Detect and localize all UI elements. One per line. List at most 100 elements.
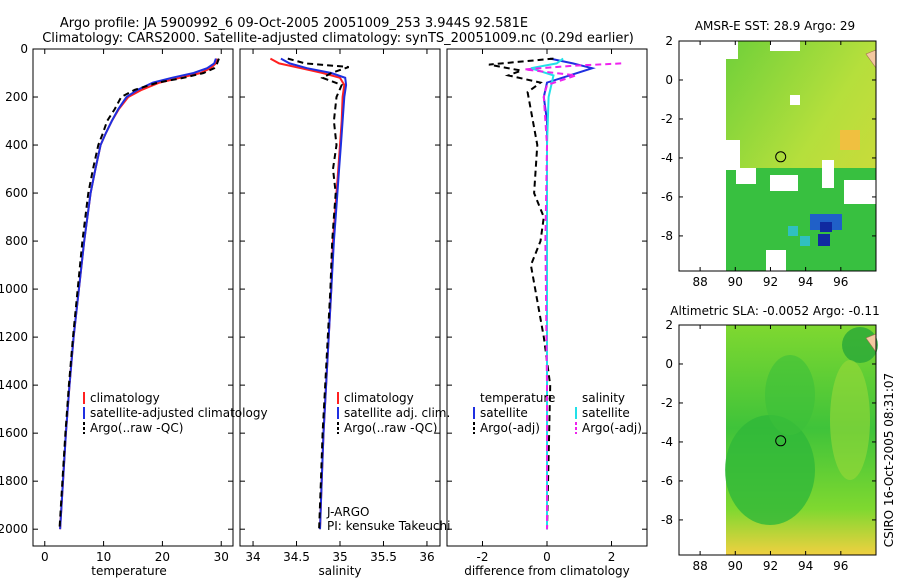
map-y-tick-label: -4	[661, 151, 673, 165]
sla-map-title: Altimetric SLA: -0.0052 Argo: -0.11	[670, 304, 879, 318]
legend-label: climatology	[90, 391, 160, 405]
y-tick-label: 1000	[0, 282, 28, 296]
sst-low-cell	[818, 234, 830, 246]
temperature-panel: 0 10 20 30 0 200 400 600 800 1000 1200 1400 1600 1800…	[0, 42, 268, 578]
series-line-climatology	[59, 58, 219, 530]
legend-label: satellite adj. clim.	[344, 406, 450, 420]
salinity-axes-frame	[239, 48, 441, 547]
sla-high-anomaly	[830, 360, 870, 480]
series-line-argo-raw-qc-	[287, 57, 350, 530]
map-y-tick-label: -8	[661, 513, 673, 527]
difference-panel: -2 0 2 temperature satellite Argo(-adj) sa…	[446, 48, 648, 578]
sst-map-ticks: 88 90 92 94 96 2 0 -2 -4 -6 -8	[661, 34, 876, 289]
x-tick-label: 10	[96, 550, 111, 564]
map-y-tick-label: -8	[661, 229, 673, 243]
sst-missing-cell	[770, 41, 800, 51]
sla-map-panel: Altimetric SLA: -0.0052 Argo: -0.11 88 90…	[661, 304, 880, 573]
salinity-ticks: 34 34.5 35 35.5 36	[240, 48, 440, 564]
x-tick-label: 35	[332, 550, 347, 564]
program-annotation: J-ARGO	[326, 505, 369, 519]
sla-map-frame	[678, 324, 877, 556]
sst-field-features	[726, 41, 877, 271]
salinity-panel: 34 34.5 35 35.5 36 climatology satellite adj…	[239, 48, 450, 578]
sst-low-cell	[820, 222, 832, 232]
x-axis-label: salinity	[318, 564, 361, 578]
y-tick-label: 600	[5, 186, 28, 200]
sst-missing-cell	[726, 140, 740, 170]
figure-title-line2: Climatology: CARS2000. Satellite-adjuste…	[42, 31, 634, 46]
x-tick-label: 36	[419, 550, 434, 564]
sla-low-anomaly	[725, 415, 815, 525]
legend-label: satellite	[582, 406, 630, 420]
y-tick-label: 0	[20, 42, 28, 56]
map-x-tick-label: 94	[798, 559, 813, 573]
y-tick-label: 1400	[0, 378, 28, 392]
map-x-tick-label: 92	[763, 559, 778, 573]
series-line-temperature-satellite	[542, 57, 596, 530]
map-x-tick-label: 96	[833, 559, 848, 573]
map-x-tick-label: 88	[692, 559, 707, 573]
sla-field-features	[725, 327, 878, 525]
x-tick-label: 35.5	[370, 550, 397, 564]
argo-float-marker	[775, 435, 787, 447]
sla-low-anomaly	[765, 355, 815, 435]
map-y-tick-label: 0	[665, 73, 673, 87]
sst-missing-cell	[736, 168, 756, 184]
difference-legend: temperature satellite Argo(-adj) salinit…	[473, 391, 642, 435]
series-line-salinity-argo-adj-	[524, 62, 622, 530]
difference-ticks: -2 0 2	[447, 48, 647, 564]
y-tick-label: 200	[5, 90, 28, 104]
x-tick-label: 2	[608, 550, 616, 564]
temperature-ticks: 0 10 20 30 0 200 400 600 800 1000 1200 1400 1600 1800…	[0, 42, 233, 564]
map-x-tick-label: 90	[728, 275, 743, 289]
sst-missing-cell	[770, 175, 798, 191]
sla-map-ticks: 88 90 92 94 96 2 0 -2 -4 -6 -8	[661, 318, 876, 573]
sst-missing-cell	[726, 41, 738, 59]
sst-mid-cell	[788, 226, 798, 236]
x-tick-label: 20	[155, 550, 170, 564]
y-tick-label: 800	[5, 234, 28, 248]
argo-float-marker	[775, 151, 787, 163]
legend-group-title: temperature	[480, 391, 555, 405]
map-y-tick-label: 2	[665, 318, 673, 332]
series-line-satellite-adjusted-climatology	[59, 58, 217, 530]
sst-map-panel: AMSR-E SST: 28.9 Argo: 29 88 90 92 94 96 2 0 -2…	[661, 19, 877, 289]
temperature-series	[58, 58, 220, 530]
legend-label: Argo(-adj)	[582, 421, 642, 435]
series-line-argo-raw-qc-	[58, 58, 220, 530]
map-x-tick-label: 96	[833, 275, 848, 289]
legend-group-title: salinity	[582, 391, 625, 405]
map-y-tick-label: -2	[661, 396, 673, 410]
temperature-axes-frame	[32, 48, 234, 547]
sst-missing-cell	[766, 250, 786, 271]
legend-label: climatology	[344, 391, 414, 405]
series-line-satellite-adj-clim-	[280, 57, 348, 530]
map-x-tick-label: 88	[692, 275, 707, 289]
pi-annotation: PI: kensuke Takeuchi	[327, 519, 450, 533]
map-y-tick-label: -6	[661, 474, 673, 488]
timestamp-label: CSIRO 16-Oct-2005 08:31:07	[882, 373, 896, 547]
map-y-tick-label: -4	[661, 435, 673, 449]
salinity-series	[269, 57, 350, 530]
y-tick-label: 1800	[0, 474, 28, 488]
sst-missing-cell	[822, 160, 834, 188]
sst-map-title: AMSR-E SST: 28.9 Argo: 29	[695, 19, 855, 33]
x-tick-label: 30	[214, 550, 229, 564]
x-tick-label: 34.5	[283, 550, 310, 564]
sla-low-anomaly	[842, 327, 878, 363]
x-tick-label: 34	[245, 550, 260, 564]
legend-label: Argo(..raw -QC)	[90, 421, 183, 435]
x-axis-label: temperature	[91, 564, 166, 578]
series-line-temperature-argo-adj-	[488, 57, 554, 530]
y-tick-label: 2000	[0, 522, 28, 536]
legend-label: satellite-adjusted climatology	[90, 406, 268, 420]
map-y-tick-label: -6	[661, 190, 673, 204]
map-x-tick-label: 90	[728, 559, 743, 573]
sst-map-frame	[678, 40, 877, 272]
sst-warm-cell	[840, 130, 860, 150]
sst-mid-cell	[800, 236, 810, 246]
y-tick-label: 400	[5, 138, 28, 152]
y-tick-label: 1600	[0, 426, 28, 440]
figure-title-line1: Argo profile: JA 5900992_6 09-Oct-2005 2…	[60, 16, 528, 31]
